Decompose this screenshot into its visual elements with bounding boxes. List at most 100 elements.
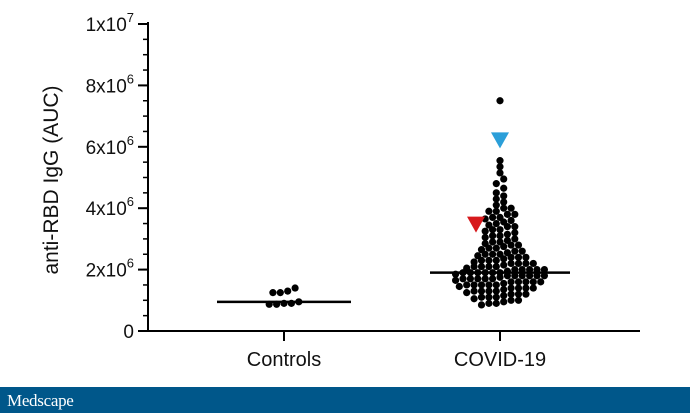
data-point (507, 216, 515, 225)
red-triangle-marker (467, 216, 485, 233)
data-point (511, 223, 519, 231)
data-point (477, 301, 486, 309)
data-point (511, 229, 519, 237)
data-point (474, 275, 482, 283)
data-point (477, 262, 486, 271)
data-point (463, 281, 471, 289)
data-point (485, 221, 493, 229)
data-point (522, 253, 530, 261)
data-point (492, 299, 500, 307)
data-point (481, 275, 489, 283)
data-point (503, 236, 511, 245)
data-point (526, 266, 534, 274)
data-point (485, 299, 493, 307)
data-point (269, 289, 277, 297)
data-point (496, 238, 504, 246)
data-point (496, 232, 504, 240)
data-point (514, 290, 523, 298)
y-axis-label: anti-RBD IgG (AUC) (40, 85, 63, 274)
data-point (540, 266, 549, 274)
medscape-logo: Medscape (7, 391, 74, 410)
data-point (507, 278, 515, 286)
data-point (452, 276, 460, 284)
data-point (511, 272, 519, 280)
data-point (533, 272, 541, 280)
data-point (492, 219, 500, 228)
data-point (463, 264, 471, 272)
data-point (500, 198, 508, 206)
footer-bar: Medscape (0, 387, 690, 413)
data-point (485, 287, 493, 295)
data-point (514, 253, 523, 261)
y-tick-label: 8x106 (86, 71, 134, 97)
data-point (492, 281, 500, 289)
data-point (500, 192, 508, 200)
data-point (492, 207, 500, 215)
data-point (522, 284, 530, 292)
data-point (459, 275, 467, 283)
data-point (492, 244, 500, 252)
overlays (217, 132, 570, 304)
data-point (477, 246, 486, 254)
y-tick-label: 2x106 (86, 256, 134, 282)
data-point (514, 278, 523, 286)
data-point (500, 184, 508, 192)
data-point (477, 293, 486, 301)
data-point (518, 272, 526, 280)
data-point (485, 256, 493, 264)
data-point (518, 266, 526, 274)
data-point (514, 296, 523, 304)
y-tick-label: 6x106 (86, 133, 134, 159)
data-point (533, 266, 541, 274)
data-point (492, 262, 500, 271)
data-point (492, 287, 500, 295)
data-point (500, 279, 508, 288)
data-point (496, 169, 504, 177)
x-tick-label: COVID-19 (454, 349, 546, 371)
data-point (540, 272, 549, 280)
data-point (526, 272, 534, 280)
data-point (481, 233, 489, 241)
data-point (503, 210, 511, 218)
data-point (500, 261, 508, 269)
data-point (522, 259, 530, 268)
data-point (496, 213, 504, 222)
data-point (511, 210, 519, 218)
data-point (500, 175, 508, 183)
data-point (522, 290, 530, 298)
data-point (500, 285, 508, 294)
data-point (470, 295, 478, 303)
data-point (463, 289, 471, 297)
data-point (500, 292, 508, 300)
data-point (522, 278, 530, 286)
data-point (474, 252, 482, 260)
data-point (503, 230, 511, 238)
data-point (489, 275, 497, 283)
data-point (470, 287, 478, 295)
data-point (485, 281, 493, 289)
data-point (481, 227, 489, 235)
data-point (470, 258, 478, 266)
data-point (500, 298, 508, 306)
data-point (489, 238, 497, 246)
data-point (514, 259, 523, 268)
data-point (496, 226, 504, 234)
blue-triangle-marker (491, 132, 509, 149)
data-point (492, 180, 500, 188)
data-point (518, 247, 526, 255)
data-point (511, 266, 519, 274)
data-points (265, 97, 549, 309)
data-point (496, 163, 504, 171)
data-point (507, 259, 515, 268)
data-point (496, 250, 504, 258)
data-point (492, 201, 500, 209)
data-point (507, 296, 515, 304)
data-point (291, 284, 299, 292)
data-point (496, 157, 504, 165)
data-point (496, 97, 504, 105)
data-point (466, 275, 474, 283)
data-point (485, 293, 493, 301)
data-point (507, 284, 515, 292)
data-point (529, 259, 537, 268)
axes: 0 2x106 4x106 6x106 8x106 1x107 Controls COVID-… (86, 10, 640, 371)
